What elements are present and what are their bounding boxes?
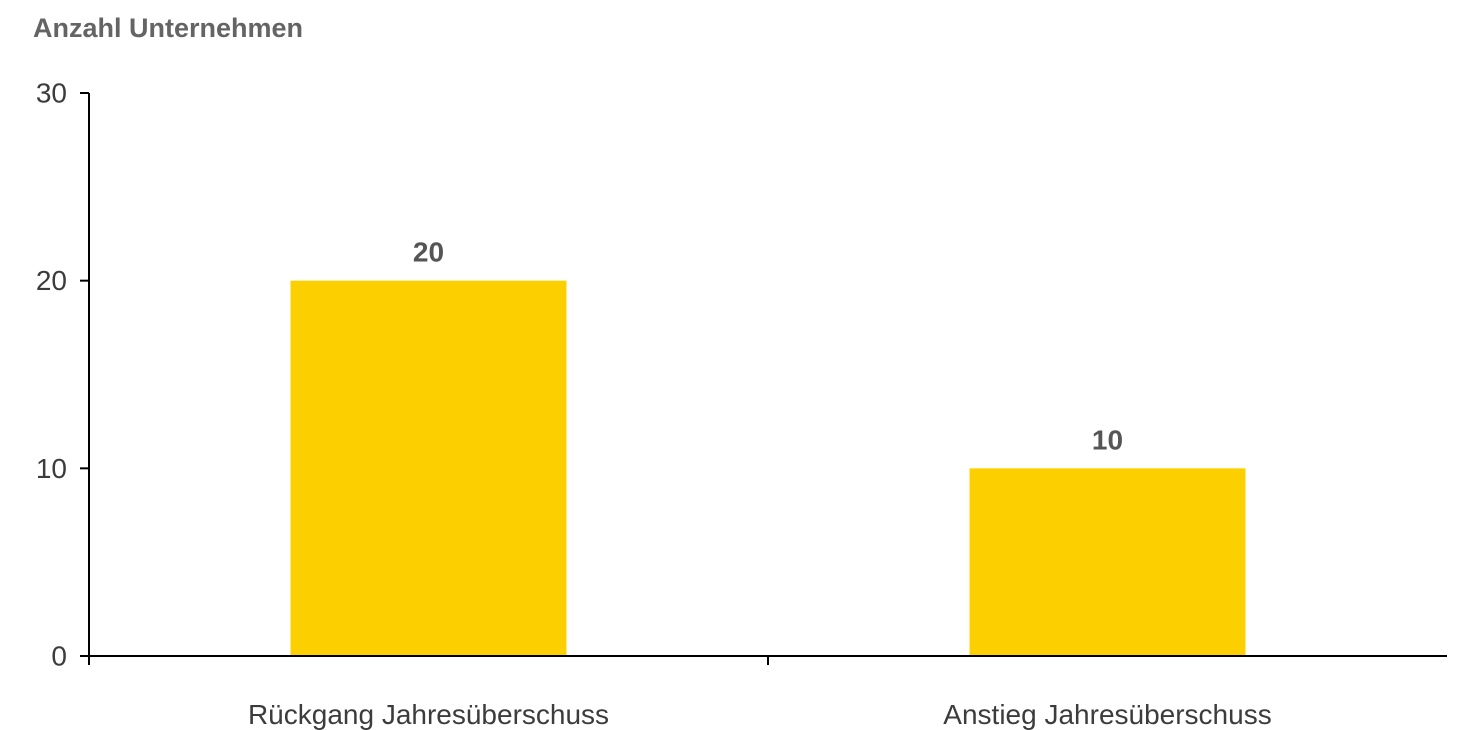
x-axis-categories: Rückgang Jahresüberschuss Anstieg Jahresü… [248, 699, 1272, 730]
bar-value-label: 20 [413, 237, 444, 268]
x-axis-tick-marks [88, 656, 769, 665]
y-tick-label: 0 [51, 641, 67, 672]
y-tick-label: 10 [36, 453, 67, 484]
y-tick-label: 30 [36, 78, 67, 109]
y-axis-ticks: 0 10 20 30 [36, 78, 89, 672]
bar [290, 280, 567, 656]
y-tick-label: 20 [36, 265, 67, 296]
x-category-label: Rückgang Jahresüberschuss [248, 699, 609, 730]
bars-group [290, 280, 1246, 656]
y-axis-title: Anzahl Unternehmen [33, 13, 303, 43]
bar [969, 468, 1246, 656]
bar-value-label: 10 [1092, 424, 1123, 455]
x-category-label: Anstieg Jahresüberschuss [943, 699, 1271, 730]
